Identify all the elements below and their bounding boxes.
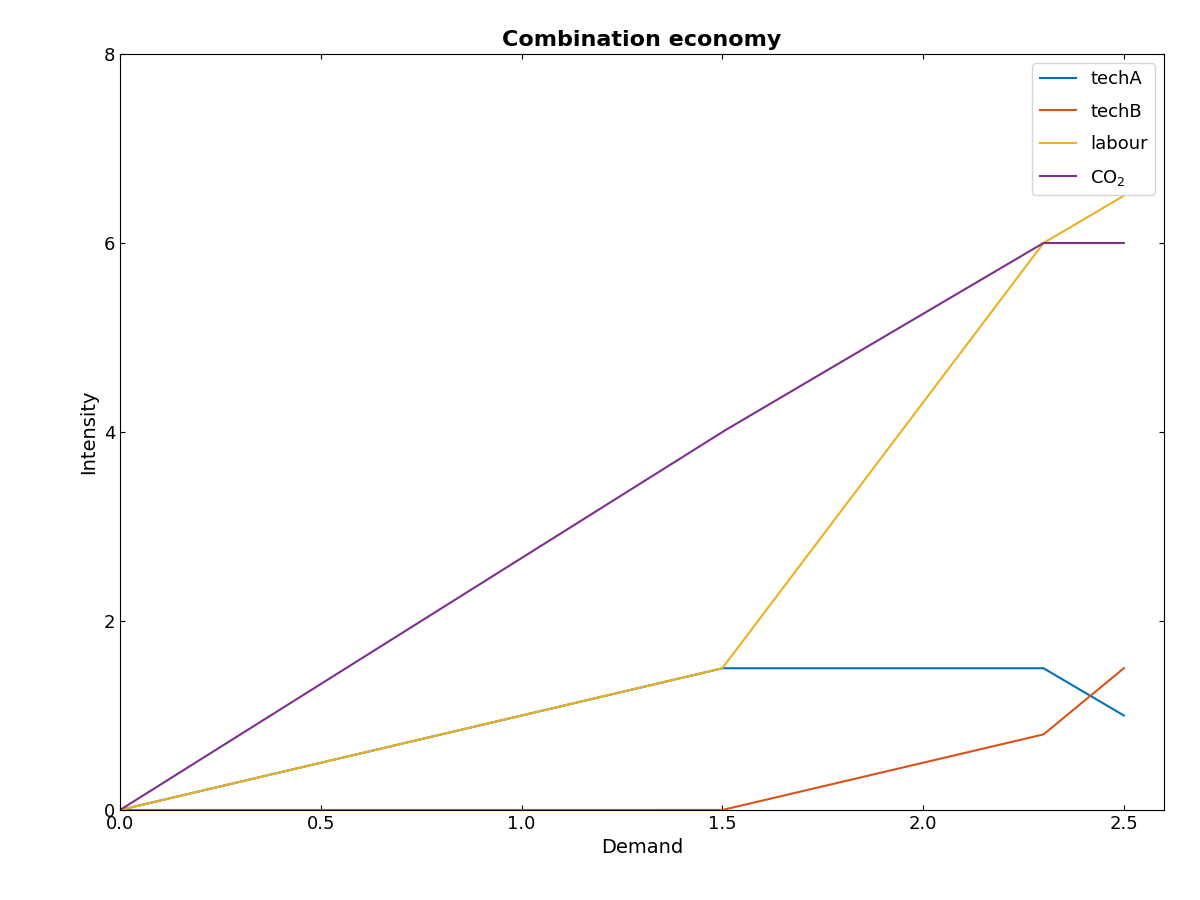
Y-axis label: Intensity: Intensity bbox=[79, 390, 98, 474]
X-axis label: Demand: Demand bbox=[601, 839, 683, 858]
Title: Combination economy: Combination economy bbox=[503, 30, 781, 50]
Legend: techA, techB, labour, CO$_2$: techA, techB, labour, CO$_2$ bbox=[1032, 63, 1154, 194]
